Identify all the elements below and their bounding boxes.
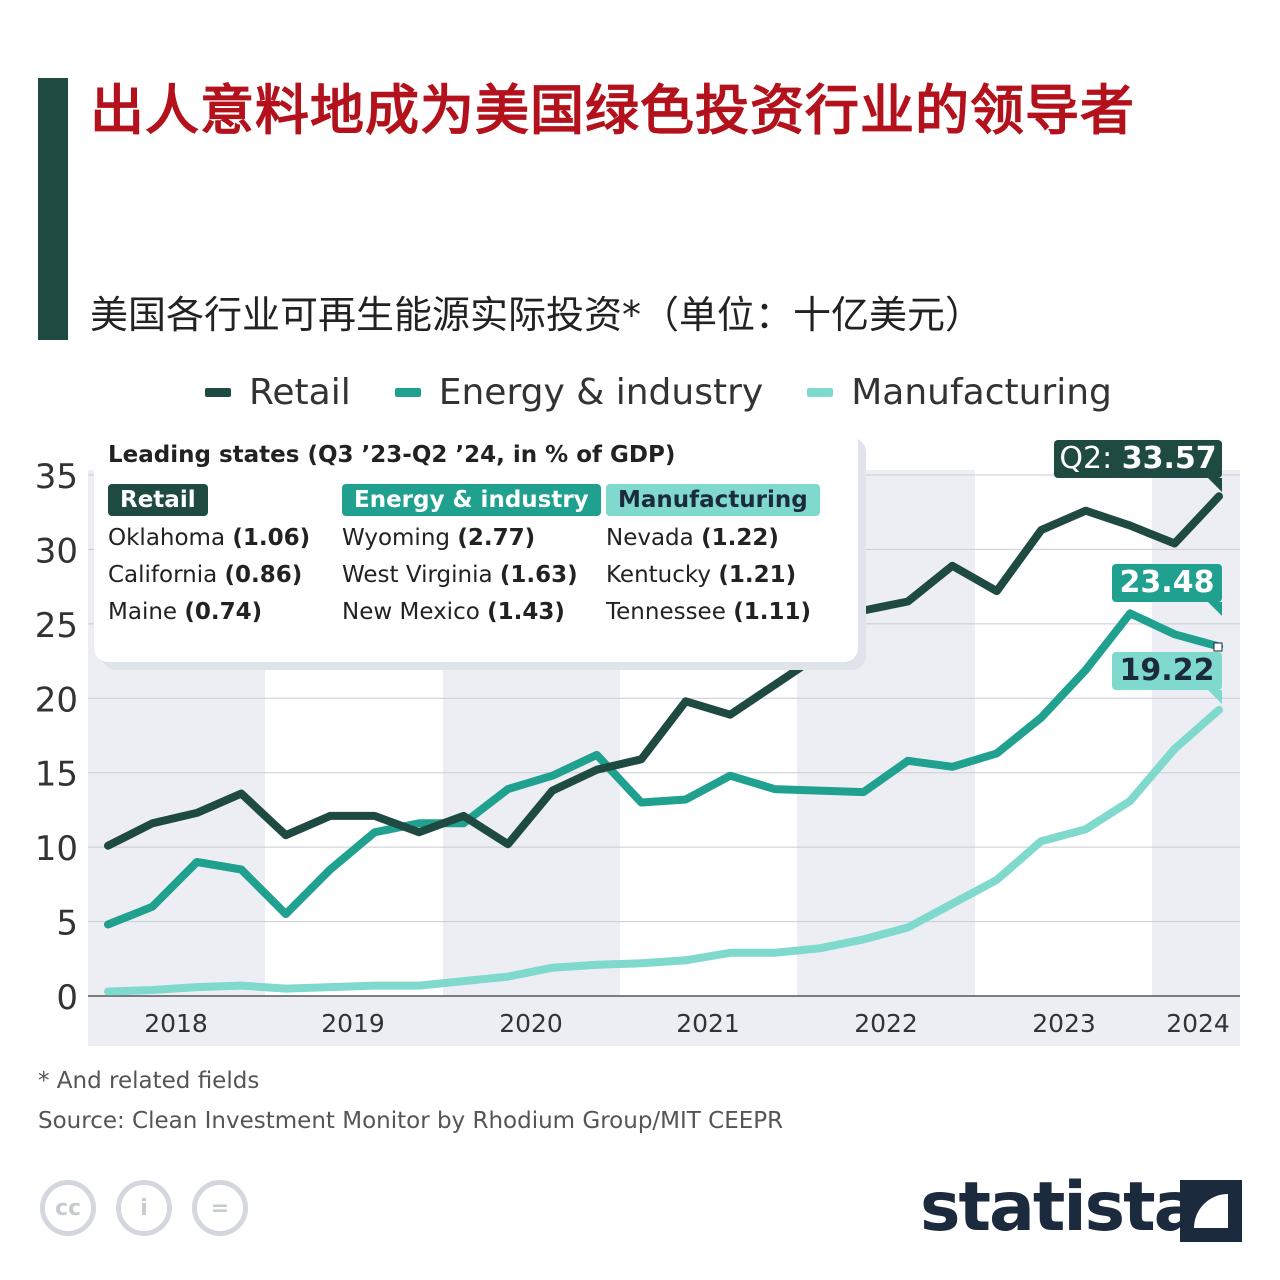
source-note: Source: Clean Investment Monitor by Rhod… [38, 1108, 784, 1134]
y-tick-label: 20 [35, 680, 78, 720]
state-name: Nevada [606, 525, 694, 551]
series-line-retail [104, 492, 1223, 850]
y-tick-label: 25 [35, 606, 78, 646]
state-name: New Mexico [342, 599, 480, 625]
statista-logo-icon [1180, 1180, 1242, 1242]
state-name: Kentucky [606, 562, 712, 588]
end-label-retail-text: Q2: 33.57 [1059, 441, 1216, 476]
legend-item-energy: Energy & industry [394, 372, 764, 413]
y-tick-label: 30 [35, 531, 78, 571]
leading-states-column-energy: Energy & industry Wyoming (2.77) West Vi… [342, 484, 601, 627]
series-line-manufacturing [104, 705, 1223, 996]
statista-logo-text: statista [920, 1168, 1200, 1247]
end-label-retail-box [1054, 440, 1222, 478]
state-row: Nevada (1.22) [606, 524, 820, 553]
leading-states-box: Leading states (Q3 ’23-Q2 ’24, in % of G… [94, 430, 858, 662]
end-label-manufacturing-text: 19.22 [1120, 653, 1215, 688]
legend-label-retail: Retail [249, 372, 351, 413]
state-value: (1.43) [487, 599, 565, 625]
y-tick-label: 15 [35, 755, 78, 795]
column-tag-energy: Energy & industry [342, 484, 601, 516]
end-label-energy-pointer [1208, 602, 1222, 616]
state-row: Maine (0.74) [108, 598, 310, 627]
x-tick-label: 2019 [321, 1009, 385, 1038]
y-tick-label: 0 [56, 978, 78, 1018]
accent-bar [38, 78, 68, 340]
series-line-energy-industry [104, 609, 1223, 929]
state-value: (1.06) [232, 525, 311, 551]
footnote: * And related fields [38, 1068, 260, 1094]
state-name: West Virginia [342, 562, 493, 588]
state-row: Kentucky (1.21) [606, 561, 820, 590]
x-tick-label: 2021 [676, 1009, 740, 1038]
state-row: Tennessee (1.11) [606, 598, 820, 627]
leading-states-title: Leading states (Q3 ’23-Q2 ’24, in % of G… [108, 442, 676, 468]
end-label-energy-text: 23.48 [1120, 565, 1215, 600]
state-row: Wyoming (2.77) [342, 524, 601, 553]
y-tick-label: 5 [56, 904, 78, 944]
state-value: (1.63) [499, 562, 578, 588]
legend-swatch-manufacturing [807, 388, 834, 397]
page-title: 出人意料地成为美国绿色投资行业的领导者 [90, 79, 1135, 142]
y-tick-label: 10 [35, 829, 78, 869]
x-axis-strip [88, 996, 1240, 1046]
column-tag-retail: Retail [108, 484, 208, 516]
by-icon: i [116, 1180, 172, 1236]
end-label-manufacturing-pointer [1208, 690, 1222, 704]
chart-legend: Retail Energy & industry Manufacturing [205, 372, 1112, 413]
end-label-manufacturing-box [1112, 652, 1222, 690]
state-name: Maine [108, 599, 178, 625]
state-value: (1.22) [701, 525, 779, 551]
state-value: (0.86) [224, 562, 303, 588]
end-marker [1213, 642, 1223, 652]
state-value: (2.77) [457, 525, 536, 551]
state-name: Oklahoma [108, 525, 226, 551]
y-tick-label: 35 [35, 457, 78, 497]
x-tick-label: 2020 [499, 1009, 563, 1038]
x-tick-label: 2022 [854, 1009, 918, 1038]
x-tick-label: 2018 [144, 1009, 208, 1038]
column-tag-manufacturing: Manufacturing [606, 484, 820, 516]
state-value: (1.21) [718, 562, 797, 588]
legend-label-energy: Energy & industry [438, 372, 764, 413]
state-row: California (0.86) [108, 561, 310, 590]
legend-item-manufacturing: Manufacturing [807, 372, 1112, 413]
state-value: (0.74) [184, 599, 263, 625]
state-row: New Mexico (1.43) [342, 598, 601, 627]
leading-states-column-manufacturing: Manufacturing Nevada (1.22) Kentucky (1.… [606, 484, 820, 627]
legend-swatch-energy [394, 388, 421, 397]
chart-subtitle: 美国各行业可再生能源实际投资*（单位：十亿美元） [90, 293, 984, 337]
legend-item-retail: Retail [205, 372, 351, 413]
state-row: West Virginia (1.63) [342, 561, 601, 590]
x-tick-label: 2024 [1166, 1009, 1230, 1038]
state-row: Oklahoma (1.06) [108, 524, 310, 553]
cc-icon: cc [40, 1180, 96, 1236]
leading-states-column-retail: Retail Oklahoma (1.06) California (0.86)… [108, 484, 310, 627]
state-value: (1.11) [733, 599, 811, 625]
legend-label-manufacturing: Manufacturing [851, 372, 1112, 413]
state-name: California [108, 562, 218, 588]
end-label-retail-pointer [1208, 478, 1222, 492]
end-label-energy-box [1112, 564, 1222, 602]
x-tick-label: 2023 [1032, 1009, 1096, 1038]
legend-swatch-retail [205, 388, 231, 397]
state-name: Tennessee [606, 599, 726, 625]
state-name: Wyoming [342, 525, 450, 551]
nd-icon: = [192, 1180, 248, 1236]
